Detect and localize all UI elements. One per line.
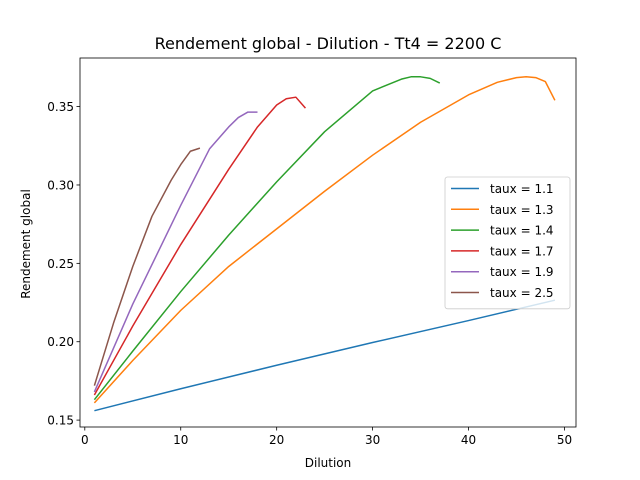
legend-label-1: taux = 1.3 [490,203,554,217]
x-tick-label-5: 50 [557,433,572,447]
legend-label-0: taux = 1.1 [490,182,554,196]
series-line-1 [93,76,556,404]
y-tick-label-1: 0.20 [47,335,74,349]
x-tick-label-2: 20 [269,433,284,447]
plot-area: 0 10 20 30 40 50 0.15 0.20 0.25 0.30 0.35 taux = 1.… [47,57,577,447]
x-tick-label-4: 40 [461,433,476,447]
series-line-2 [93,76,441,401]
y-axis-label: Rendement global [19,189,33,299]
series-line-0 [94,299,556,412]
x-tick-label-1: 10 [173,433,188,447]
x-tick-label-0: 0 [81,433,89,447]
axes-frame [79,57,577,428]
series-line-3 [93,96,307,396]
y-tick-label-0: 0.15 [47,414,74,428]
chart-title: Rendement global - Dilution - Tt4 = 2200… [155,34,502,53]
y-tick-label-4: 0.35 [47,100,74,114]
legend-label-3: taux = 1.7 [490,244,554,258]
y-tick-label-2: 0.25 [47,257,74,271]
x-tick-label-3: 30 [365,433,380,447]
legend-label-4: taux = 1.9 [490,265,554,279]
y-tick-label-3: 0.30 [47,178,74,192]
legend-label-2: taux = 1.4 [490,224,554,238]
legend: taux = 1.1 taux = 1.3 taux = 1.4 taux = 1.7… [444,176,571,310]
legend-label-5: taux = 2.5 [490,286,554,300]
x-axis-label: Dilution [305,456,352,470]
series-line-4 [93,111,258,393]
series-line-5 [93,147,201,386]
